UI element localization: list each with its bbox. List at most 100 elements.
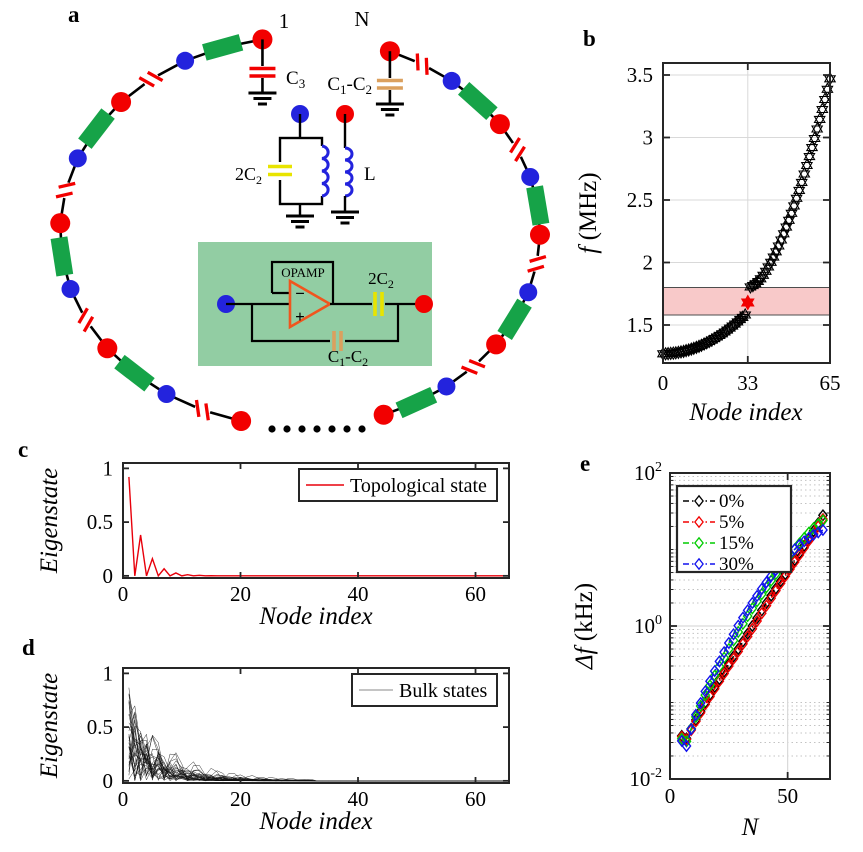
coupler-icon <box>114 354 155 392</box>
legend-entry-label: 30% <box>719 554 754 575</box>
x-tick-label: 65 <box>820 371 841 395</box>
legend-diamond-marker <box>694 494 704 508</box>
y-axis-label: f (MHz) <box>575 172 602 253</box>
panel-label-c: c <box>18 437 29 462</box>
ring-node-red <box>97 338 118 359</box>
ring-node-blue <box>157 385 176 404</box>
ellipsis-dot <box>343 425 351 433</box>
y-axis-label: Eigenstate <box>36 673 63 780</box>
y-tick-label: 0.5 <box>87 715 113 739</box>
diamond-marker <box>705 674 715 688</box>
diamond-marker <box>742 630 753 643</box>
ring-node-blue <box>61 280 80 299</box>
capacitor-icon <box>527 264 545 273</box>
opamp-output-node <box>415 295 433 313</box>
node-N-label: N <box>354 7 369 31</box>
y-tick-label: 3 <box>643 126 654 150</box>
x-tick-label: 60 <box>465 787 486 811</box>
panel-a-circuit-diagram: 1 C3 N C1-C2 2C2 L OPAMP − +2C2 C1-C2 <box>50 7 550 433</box>
y-tick-label: 100 <box>634 613 662 638</box>
capacitor-icon <box>77 307 89 324</box>
diamond-marker <box>752 614 763 628</box>
diamond-marker <box>756 582 767 596</box>
legend-entry-label: Topological state <box>350 475 487 497</box>
y-tick-label: 1 <box>103 661 114 685</box>
capacitor-icon <box>55 191 73 199</box>
diamond-marker <box>775 577 786 590</box>
capacitor-icon <box>514 145 526 163</box>
coupler-icon <box>395 387 438 419</box>
legend-entry-label: 0% <box>719 491 745 512</box>
diamond-marker <box>742 603 753 617</box>
y-tick-label: 0 <box>103 564 114 588</box>
ring-node-red <box>50 213 71 234</box>
diamond-marker <box>808 527 819 540</box>
legend: 0%5%15%30% <box>675 484 793 575</box>
x-tick-label: 40 <box>348 582 369 606</box>
diamond-marker <box>728 627 739 641</box>
diamond-marker <box>761 599 772 612</box>
capacitor-icon <box>529 254 547 263</box>
panel-e-splitting-plot: 0%5%15%30% 0 50 10-2 100 102 N Δf (kHz) <box>571 460 831 841</box>
y-tick-label: 2.5 <box>627 188 653 212</box>
diamond-marker <box>733 619 744 633</box>
topological-mode-star <box>740 294 755 311</box>
diamond-marker <box>761 575 772 589</box>
y-tick-label: 10-2 <box>629 766 662 791</box>
capacitor-icon <box>138 76 155 88</box>
diamond-marker <box>747 596 758 610</box>
x-tick-label: 20 <box>230 787 251 811</box>
x-tick-label: 60 <box>465 582 486 606</box>
cap-c1c2-label: C1-C2 <box>327 74 372 97</box>
panel-c-topological-state-plot: 0 20 40 60 0 0.5 1 Node index Eigenstate Topologi… <box>36 456 510 630</box>
y-tick-label: 0 <box>103 769 114 793</box>
diamond-marker <box>700 684 711 698</box>
diamond-marker <box>686 722 697 736</box>
opamp-cap-2c2-label: 2C2 <box>368 269 394 291</box>
legend-entry-label: 5% <box>719 512 745 533</box>
ring-node-red <box>373 404 394 425</box>
diamond-marker <box>723 659 734 673</box>
diamond-marker <box>681 739 692 753</box>
legend: Bulk states <box>351 673 498 707</box>
x-tick-label: 0 <box>118 582 129 606</box>
ring-node-blue <box>437 377 456 396</box>
panel-d-bulk-states-plot: 0 20 40 60 0 0.5 1 Node index Eigenstate Bulk sta… <box>36 661 510 835</box>
ring-node-red <box>231 411 252 432</box>
diamond-marker <box>719 645 730 659</box>
panel-label-b: b <box>583 26 596 51</box>
diamond-marker <box>690 708 701 722</box>
opamp-cap-c1c2-label: C1-C2 <box>328 347 368 369</box>
opamp-icon <box>288 278 333 330</box>
diamond-marker <box>766 569 777 583</box>
diamond-marker <box>676 730 687 744</box>
ellipsis-dot <box>328 425 336 433</box>
y-tick-label: 1.5 <box>627 313 653 337</box>
diamond-marker <box>723 636 734 650</box>
panel-label-e: e <box>580 451 591 476</box>
eigenfrequency-markers <box>656 71 837 361</box>
capacitor-icon <box>468 359 486 369</box>
x-tick-label: 0 <box>658 371 669 395</box>
diamond-marker <box>709 664 720 678</box>
diamond-marker <box>747 622 758 636</box>
x-tick-label: 20 <box>230 582 251 606</box>
ring-node-red <box>489 114 510 135</box>
legend-diamond-marker <box>694 557 704 571</box>
x-tick-label: 40 <box>348 787 369 811</box>
capacitor-icon <box>415 53 420 71</box>
y-tick-label: 3.5 <box>627 63 653 87</box>
diamond-marker <box>770 584 781 597</box>
legend-diamond-marker <box>694 536 704 550</box>
ellipsis-dot <box>313 425 321 433</box>
x-axis-label: Node index <box>258 603 372 630</box>
capacitor-icon <box>424 57 429 75</box>
diamond-marker <box>690 710 701 724</box>
coupler-icon <box>202 34 244 61</box>
diamond-marker <box>728 652 739 666</box>
diamond-marker <box>756 606 767 620</box>
ellipsis-dot <box>268 425 276 433</box>
capacitor-icon <box>204 403 210 421</box>
y-tick-label: 2 <box>643 251 654 275</box>
diamond-marker <box>766 591 777 605</box>
